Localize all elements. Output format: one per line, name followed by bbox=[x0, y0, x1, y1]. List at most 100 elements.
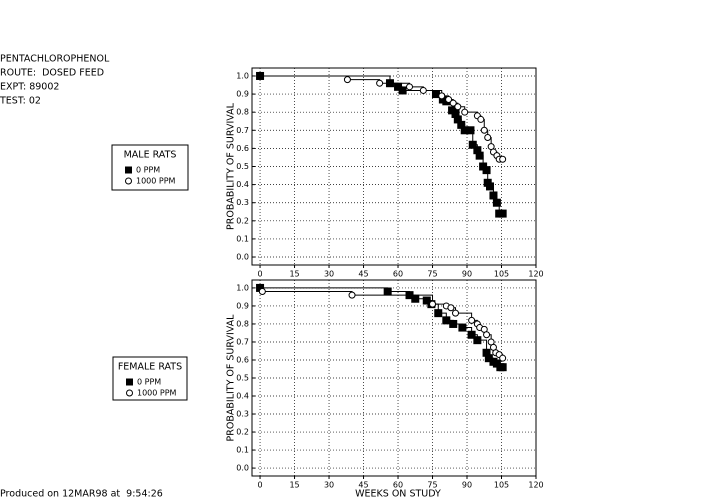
marker-circle bbox=[461, 108, 469, 116]
marker-square bbox=[460, 126, 469, 135]
marker-square bbox=[422, 296, 431, 305]
marker-square bbox=[458, 323, 467, 332]
legend-label: 0 PPM bbox=[136, 166, 160, 175]
x-tick-label: 90 bbox=[462, 481, 472, 490]
x-axis-label: WEEKS ON STUDY bbox=[355, 489, 441, 500]
marker-circle bbox=[258, 288, 266, 296]
y-tick-label: 0.6 bbox=[236, 355, 249, 364]
x-tick-label: 45 bbox=[358, 270, 368, 279]
legend-label: 1000 PPM bbox=[136, 177, 176, 186]
marker-circle bbox=[406, 83, 414, 91]
survival-line bbox=[260, 75, 503, 215]
marker-square bbox=[398, 86, 407, 95]
footer: Produced on 12MAR98 at 9:54:26 bbox=[0, 489, 163, 500]
marker-square bbox=[486, 182, 495, 191]
legend-title: MALE RATS bbox=[124, 150, 177, 161]
y-tick-label: 0.5 bbox=[236, 374, 249, 383]
x-tick-label: 30 bbox=[324, 270, 334, 279]
y-tick-label: 0.8 bbox=[236, 108, 249, 117]
y-tick-label: 0.0 bbox=[236, 464, 249, 473]
marker-square bbox=[482, 166, 491, 175]
y-axis-label: PROBABILITY OF SURVIVAL bbox=[226, 314, 237, 442]
legend-label: 1000 PPM bbox=[137, 389, 177, 398]
marker-circle bbox=[376, 79, 384, 87]
marker-circle bbox=[445, 96, 453, 104]
survival-line bbox=[260, 75, 503, 160]
marker-circle bbox=[477, 115, 485, 123]
x-tick-label: 105 bbox=[494, 481, 509, 490]
x-tick-label: 45 bbox=[358, 481, 368, 490]
marker-circle bbox=[468, 316, 476, 324]
marker-square bbox=[492, 198, 501, 207]
marker-circle bbox=[483, 331, 491, 339]
marker-square bbox=[473, 336, 482, 345]
y-tick-label: 0.7 bbox=[236, 126, 249, 135]
y-tick-label: 0.9 bbox=[236, 90, 249, 99]
marker-circle bbox=[480, 126, 488, 134]
header-line: TEST: 02 bbox=[0, 96, 41, 107]
x-tick-label: 15 bbox=[289, 270, 299, 279]
marker-circle bbox=[499, 354, 507, 362]
marker-square bbox=[453, 115, 462, 124]
marker-square bbox=[431, 90, 440, 99]
marker-square bbox=[482, 348, 491, 357]
x-tick-label: 15 bbox=[289, 481, 299, 490]
y-tick-label: 0.5 bbox=[236, 162, 249, 171]
marker-circle bbox=[438, 92, 446, 100]
y-tick-label: 1.0 bbox=[236, 283, 249, 292]
marker-square bbox=[457, 120, 466, 129]
marker-circle bbox=[454, 103, 462, 111]
y-tick-label: 0.4 bbox=[236, 392, 249, 401]
x-tick-label: 120 bbox=[528, 270, 543, 279]
legend-title: FEMALE RATS bbox=[118, 362, 182, 373]
marker-circle bbox=[499, 155, 507, 163]
marker-circle bbox=[484, 134, 492, 142]
legend-marker bbox=[125, 177, 132, 185]
header-line: ROUTE: DOSED FEED bbox=[0, 68, 104, 79]
legend-box bbox=[111, 144, 189, 191]
y-tick-label: 0.4 bbox=[236, 180, 249, 189]
x-tick-label: 0 bbox=[258, 270, 263, 279]
x-tick-label: 60 bbox=[393, 481, 403, 490]
legend-marker bbox=[126, 378, 133, 386]
y-tick-label: 1.0 bbox=[236, 71, 249, 80]
marker-square bbox=[473, 146, 482, 155]
marker-square bbox=[394, 82, 403, 91]
y-tick-label: 0.6 bbox=[236, 144, 249, 153]
y-tick-label: 0.1 bbox=[236, 234, 249, 243]
marker-circle bbox=[429, 300, 437, 308]
marker-square bbox=[434, 309, 443, 318]
marker-square bbox=[475, 151, 484, 160]
marker-circle bbox=[447, 304, 455, 312]
legend-label: 0 PPM bbox=[137, 378, 161, 387]
survival-line bbox=[260, 287, 504, 359]
marker-square bbox=[383, 287, 392, 296]
y-tick-label: 0.2 bbox=[236, 428, 249, 437]
header-line: EXPT: 89002 bbox=[0, 82, 59, 93]
x-tick-label: 30 bbox=[324, 481, 334, 490]
y-axis-label: PROBABILITY OF SURVIVAL bbox=[226, 102, 237, 230]
marker-square bbox=[468, 140, 477, 149]
marker-circle bbox=[449, 99, 457, 107]
y-tick-label: 0.2 bbox=[236, 216, 249, 225]
marker-circle bbox=[452, 309, 460, 317]
marker-square bbox=[484, 354, 493, 363]
x-tick-label: 0 bbox=[258, 481, 263, 490]
y-tick-label: 0.8 bbox=[236, 319, 249, 328]
marker-square bbox=[498, 363, 507, 372]
x-tick-label: 75 bbox=[427, 270, 437, 279]
marker-circle bbox=[419, 86, 427, 94]
x-tick-label: 75 bbox=[427, 481, 437, 490]
marker-square bbox=[411, 294, 420, 303]
y-tick-label: 0.7 bbox=[236, 337, 249, 346]
x-tick-label: 90 bbox=[462, 270, 472, 279]
x-tick-label: 60 bbox=[393, 270, 403, 279]
marker-square bbox=[466, 126, 475, 135]
marker-square bbox=[489, 191, 498, 200]
y-tick-label: 0.9 bbox=[236, 301, 249, 310]
marker-circle bbox=[343, 76, 351, 84]
y-tick-label: 0.1 bbox=[236, 446, 249, 455]
marker-square bbox=[442, 316, 451, 325]
marker-square bbox=[449, 319, 458, 328]
marker-square bbox=[451, 109, 460, 118]
